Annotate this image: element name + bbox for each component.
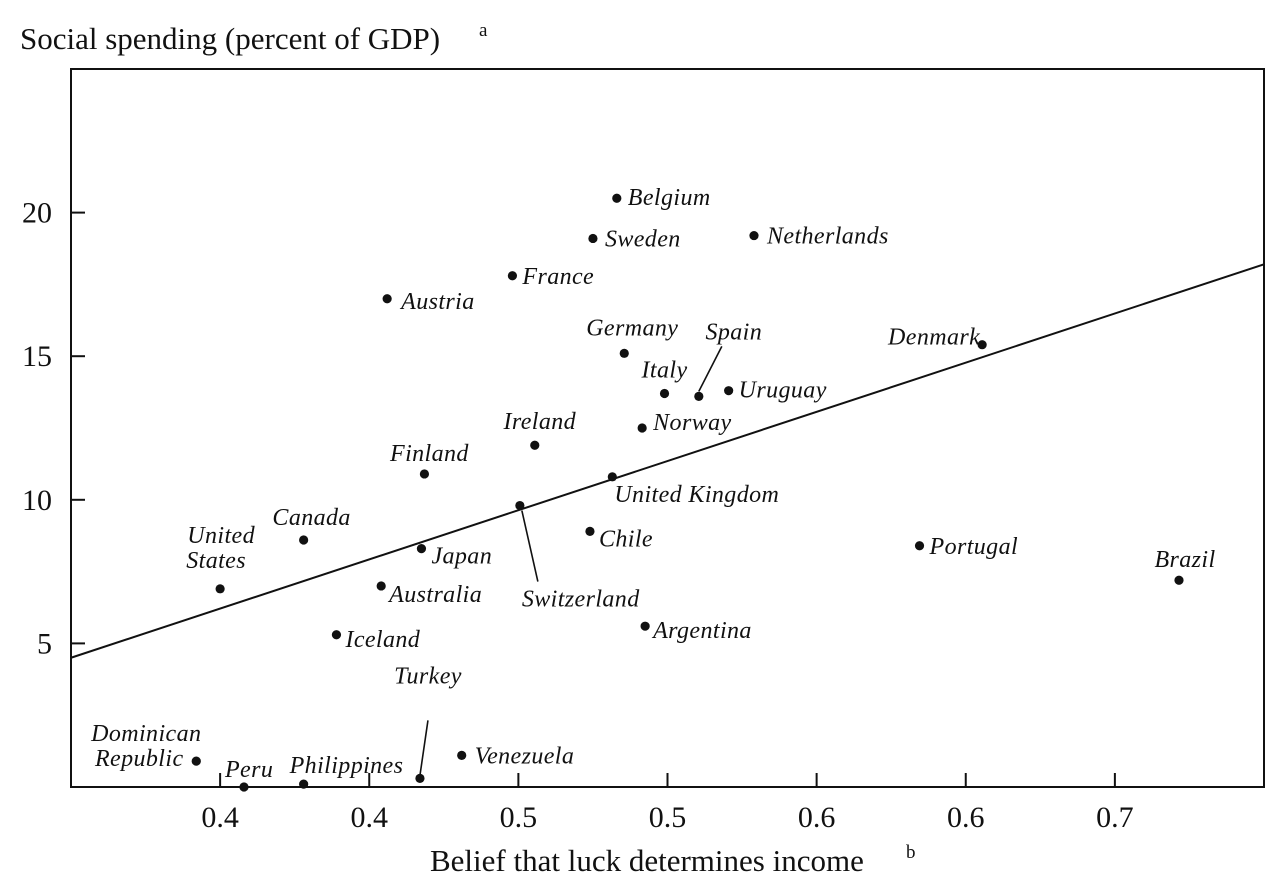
- y-axis-title: Social spending (percent of GDP): [20, 21, 440, 56]
- point-switzerland: [515, 500, 525, 511]
- leader-line-spain: [698, 346, 723, 392]
- point-netherlands: [749, 230, 759, 241]
- point-united-states: [215, 584, 225, 594]
- point-turkey: [415, 773, 425, 783]
- point-label-spain: Spain: [705, 319, 762, 345]
- x-tick-label: 0.6: [798, 801, 836, 834]
- point-label-australia: Australia: [387, 582, 482, 608]
- point-japan: [416, 544, 427, 554]
- trend-line: [70, 263, 1265, 659]
- x-tick-label: 0.4: [201, 801, 239, 834]
- point-italy: [659, 388, 670, 399]
- point-austria: [382, 294, 392, 304]
- point-chile: [585, 526, 595, 536]
- point-label-switzerland: Switzerland: [522, 587, 640, 613]
- leader-line-switzerland: [521, 510, 539, 582]
- x-axis-title-footnote: b: [906, 842, 916, 863]
- point-dominican-republic: [191, 756, 201, 766]
- point-label-canada: Canada: [272, 505, 350, 531]
- point-germany: [619, 348, 629, 358]
- point-label-france: France: [521, 264, 594, 290]
- point-label-netherlands: Netherlands: [766, 224, 889, 250]
- point-label-japan: Japan: [431, 544, 492, 570]
- point-sweden: [588, 233, 598, 244]
- x-tick-label: 0.7: [1096, 801, 1134, 834]
- x-axis-title: Belief that luck determines income: [430, 843, 864, 878]
- point-ireland: [530, 440, 540, 450]
- point-spain: [694, 391, 704, 402]
- point-label-italy: Italy: [641, 358, 688, 384]
- point-label-united-kingdom: United Kingdom: [614, 482, 779, 508]
- point-label-germany: Germany: [586, 315, 678, 341]
- point-label-brazil: Brazil: [1154, 547, 1215, 573]
- point-finland: [419, 469, 430, 479]
- point-united-kingdom: [607, 472, 617, 482]
- point-argentina: [640, 621, 650, 631]
- y-tick-label: 15: [22, 340, 52, 373]
- x-tick-label: 0.5: [649, 801, 687, 834]
- point-label-philippines: Philippines: [289, 753, 404, 779]
- leader-line-turkey: [419, 720, 429, 776]
- y-axis-title-footnote: a: [479, 20, 488, 41]
- point-denmark: [977, 340, 987, 350]
- point-peru: [239, 782, 249, 792]
- point-france: [507, 271, 518, 281]
- point-label-iceland: Iceland: [344, 627, 420, 653]
- point-label-austria: Austria: [399, 289, 474, 315]
- point-label-chile: Chile: [599, 526, 653, 552]
- point-label-uruguay: Uruguay: [739, 378, 827, 404]
- point-uruguay: [724, 386, 734, 396]
- y-tick-label: 20: [22, 197, 52, 230]
- point-label-portugal: Portugal: [929, 534, 1019, 560]
- point-australia: [376, 581, 386, 591]
- point-philippines: [299, 779, 309, 789]
- point-belgium: [612, 193, 622, 203]
- point-label-turkey: Turkey: [394, 663, 462, 689]
- point-label-dominican-republic: Dominican Republic: [90, 721, 201, 772]
- point-label-united-states: United States: [186, 523, 255, 574]
- point-label-venezuela: Venezuela: [475, 743, 575, 769]
- y-tick-label: 5: [37, 627, 52, 660]
- point-label-ireland: Ireland: [502, 409, 576, 435]
- point-label-finland: Finland: [389, 441, 469, 467]
- point-label-norway: Norway: [652, 410, 731, 436]
- point-label-denmark: Denmark: [887, 325, 980, 351]
- point-label-belgium: Belgium: [628, 185, 711, 211]
- point-brazil: [1174, 575, 1184, 585]
- x-tick-label: 0.5: [500, 801, 538, 834]
- point-label-argentina: Argentina: [651, 618, 752, 644]
- point-canada: [299, 535, 309, 545]
- point-portugal: [914, 541, 925, 551]
- point-label-peru: Peru: [224, 757, 273, 783]
- point-iceland: [331, 630, 342, 640]
- point-label-sweden: Sweden: [605, 226, 681, 252]
- x-tick-label: 0.4: [351, 801, 389, 834]
- point-venezuela: [457, 750, 467, 761]
- point-norway: [637, 423, 647, 433]
- x-tick-label: 0.6: [947, 801, 985, 834]
- y-tick-label: 10: [22, 484, 52, 517]
